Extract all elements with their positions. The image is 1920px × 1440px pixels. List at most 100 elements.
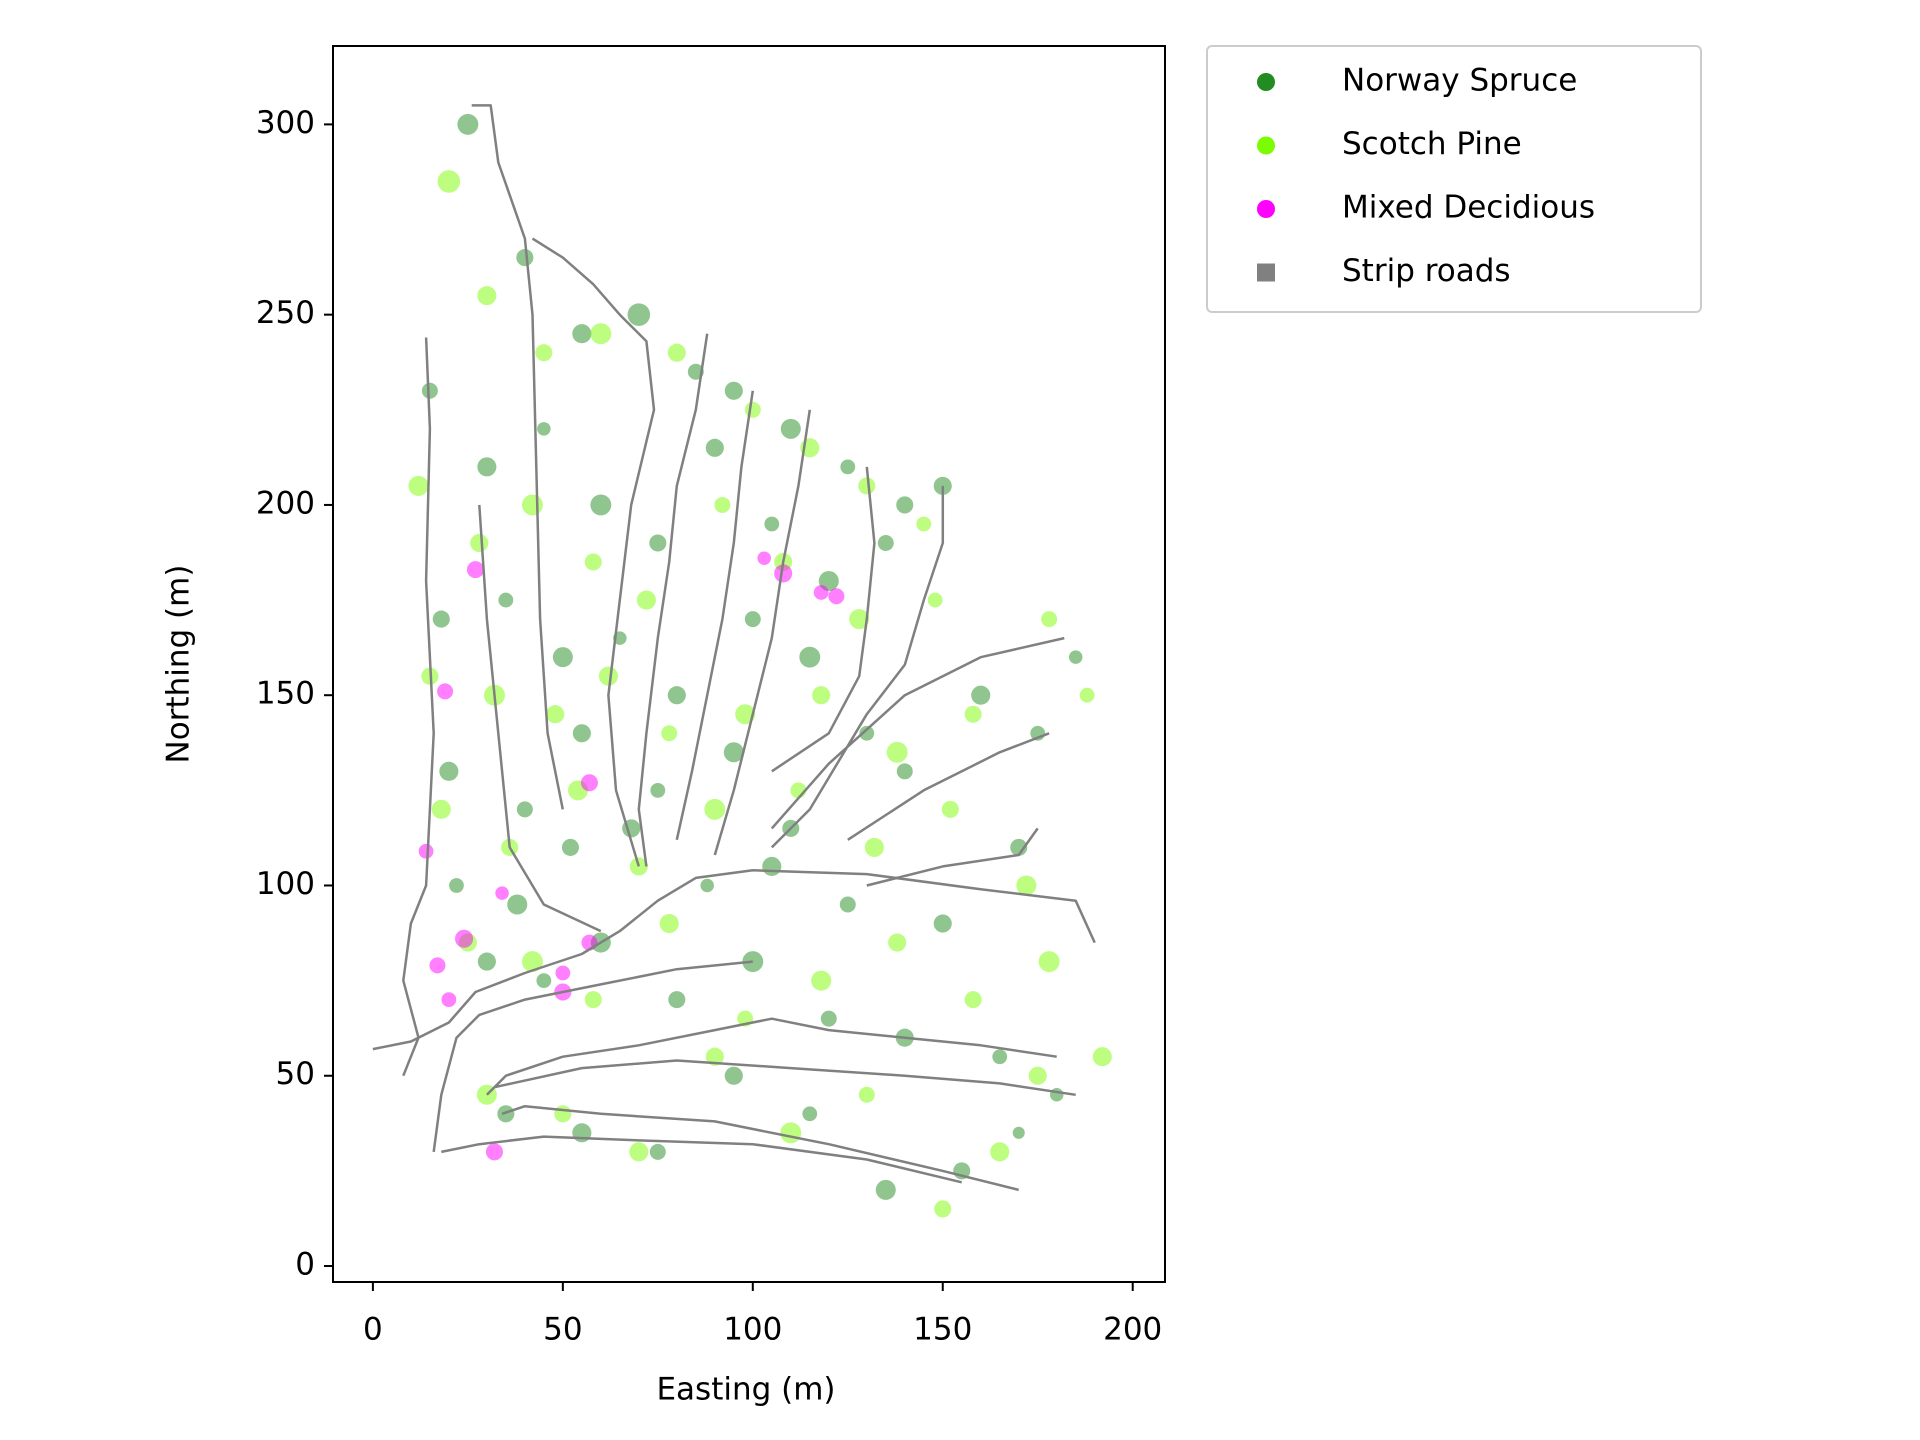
- tree-point: [896, 496, 914, 514]
- tree-point: [764, 516, 780, 532]
- legend-marker: [1257, 73, 1275, 91]
- x-tick-label: 100: [723, 1312, 782, 1348]
- tree-point: [964, 705, 982, 723]
- legend-marker: [1257, 263, 1275, 282]
- tree-point: [858, 1086, 875, 1103]
- tree-point: [888, 933, 907, 952]
- y-tick-label: 100: [256, 866, 315, 902]
- tree-point: [1028, 1066, 1047, 1085]
- tree-point: [735, 704, 756, 725]
- tree-point: [1068, 650, 1083, 664]
- tree-point: [441, 992, 457, 1008]
- tree-point: [757, 551, 771, 565]
- tree-point: [649, 534, 667, 552]
- tree-point: [546, 705, 565, 724]
- tree-point: [1079, 687, 1095, 703]
- tree-point: [840, 459, 856, 475]
- tree-point: [516, 249, 534, 267]
- tree-point: [572, 324, 592, 344]
- tree-point: [507, 894, 528, 915]
- legend-label: Scotch Pine: [1342, 126, 1522, 162]
- tree-point: [668, 991, 686, 1009]
- tree-point: [537, 422, 551, 436]
- x-axis-label: Easting (m): [656, 1372, 835, 1408]
- tree-point: [724, 1066, 743, 1085]
- y-tick-label: 150: [256, 676, 315, 712]
- tree-point: [820, 1010, 837, 1027]
- tree-point: [886, 741, 908, 763]
- tree-point: [457, 113, 479, 135]
- tree-point: [1041, 611, 1058, 628]
- tree-point: [437, 170, 461, 193]
- tree-point: [896, 763, 913, 780]
- legend-label: Mixed Decidious: [1342, 190, 1595, 226]
- tree-point: [466, 561, 485, 579]
- tree-point: [704, 798, 726, 820]
- tree-point: [724, 381, 743, 400]
- tree-point: [992, 1049, 1008, 1065]
- tree-point: [780, 1122, 802, 1144]
- tree-point: [432, 610, 450, 628]
- tree-point: [521, 494, 543, 516]
- tree-point: [661, 725, 678, 742]
- tree-point: [700, 878, 714, 893]
- tree-point: [927, 592, 943, 608]
- x-tick-label: 150: [913, 1312, 972, 1348]
- tree-point: [554, 1105, 572, 1123]
- tree-point: [1010, 838, 1028, 856]
- tree-point: [429, 957, 446, 974]
- tree-point: [498, 592, 514, 608]
- tree-point: [408, 475, 429, 496]
- tree-point: [561, 838, 579, 856]
- tree-point: [477, 952, 496, 971]
- tree-point: [629, 1142, 649, 1162]
- tree-point: [572, 724, 591, 743]
- tree-point: [455, 929, 474, 948]
- y-tick-label: 300: [256, 105, 315, 141]
- tree-point: [535, 344, 553, 362]
- tree-point: [780, 418, 801, 439]
- tree-point: [477, 286, 497, 306]
- tree-point: [964, 991, 982, 1009]
- tree-point: [849, 609, 870, 630]
- tree-point: [933, 914, 952, 933]
- legend-label: Norway Spruce: [1342, 63, 1577, 99]
- tree-point: [650, 782, 666, 798]
- tree-point: [811, 970, 832, 991]
- tree-point: [934, 1200, 952, 1218]
- tree-point: [584, 553, 602, 571]
- tree-point: [449, 878, 464, 893]
- tree-point: [723, 742, 744, 763]
- tree-point: [859, 725, 875, 741]
- tree-point: [971, 685, 991, 705]
- tree-point: [649, 1143, 666, 1160]
- tree-point: [813, 585, 829, 600]
- y-tick-label: 50: [276, 1056, 315, 1092]
- strip-road: [372, 104, 1096, 1192]
- tree-point: [470, 533, 489, 553]
- tree-point: [941, 800, 959, 818]
- tree-point: [495, 886, 509, 900]
- tree-point: [584, 991, 602, 1009]
- tree-point: [598, 666, 618, 686]
- tree-point: [705, 1047, 724, 1066]
- tree-point: [877, 535, 894, 551]
- tree-point: [421, 382, 438, 399]
- tree-point: [521, 951, 543, 973]
- tree-point: [667, 686, 686, 705]
- tree-point: [439, 761, 459, 781]
- y-axis-label: Northing (m): [161, 565, 197, 764]
- tree-point: [762, 856, 782, 876]
- tree-point: [774, 564, 793, 583]
- tree-point: [627, 303, 651, 326]
- tree-point: [580, 774, 598, 792]
- legend-marker: [1257, 136, 1275, 155]
- tree-point: [1092, 1047, 1112, 1067]
- tree-point: [437, 683, 454, 700]
- tree-point: [636, 590, 656, 610]
- legend-box: [1206, 45, 1702, 313]
- tree-point: [659, 913, 679, 934]
- plot-area: [372, 104, 1112, 1218]
- x-tick-label: 50: [543, 1312, 582, 1348]
- y-tick-label: 250: [256, 295, 315, 331]
